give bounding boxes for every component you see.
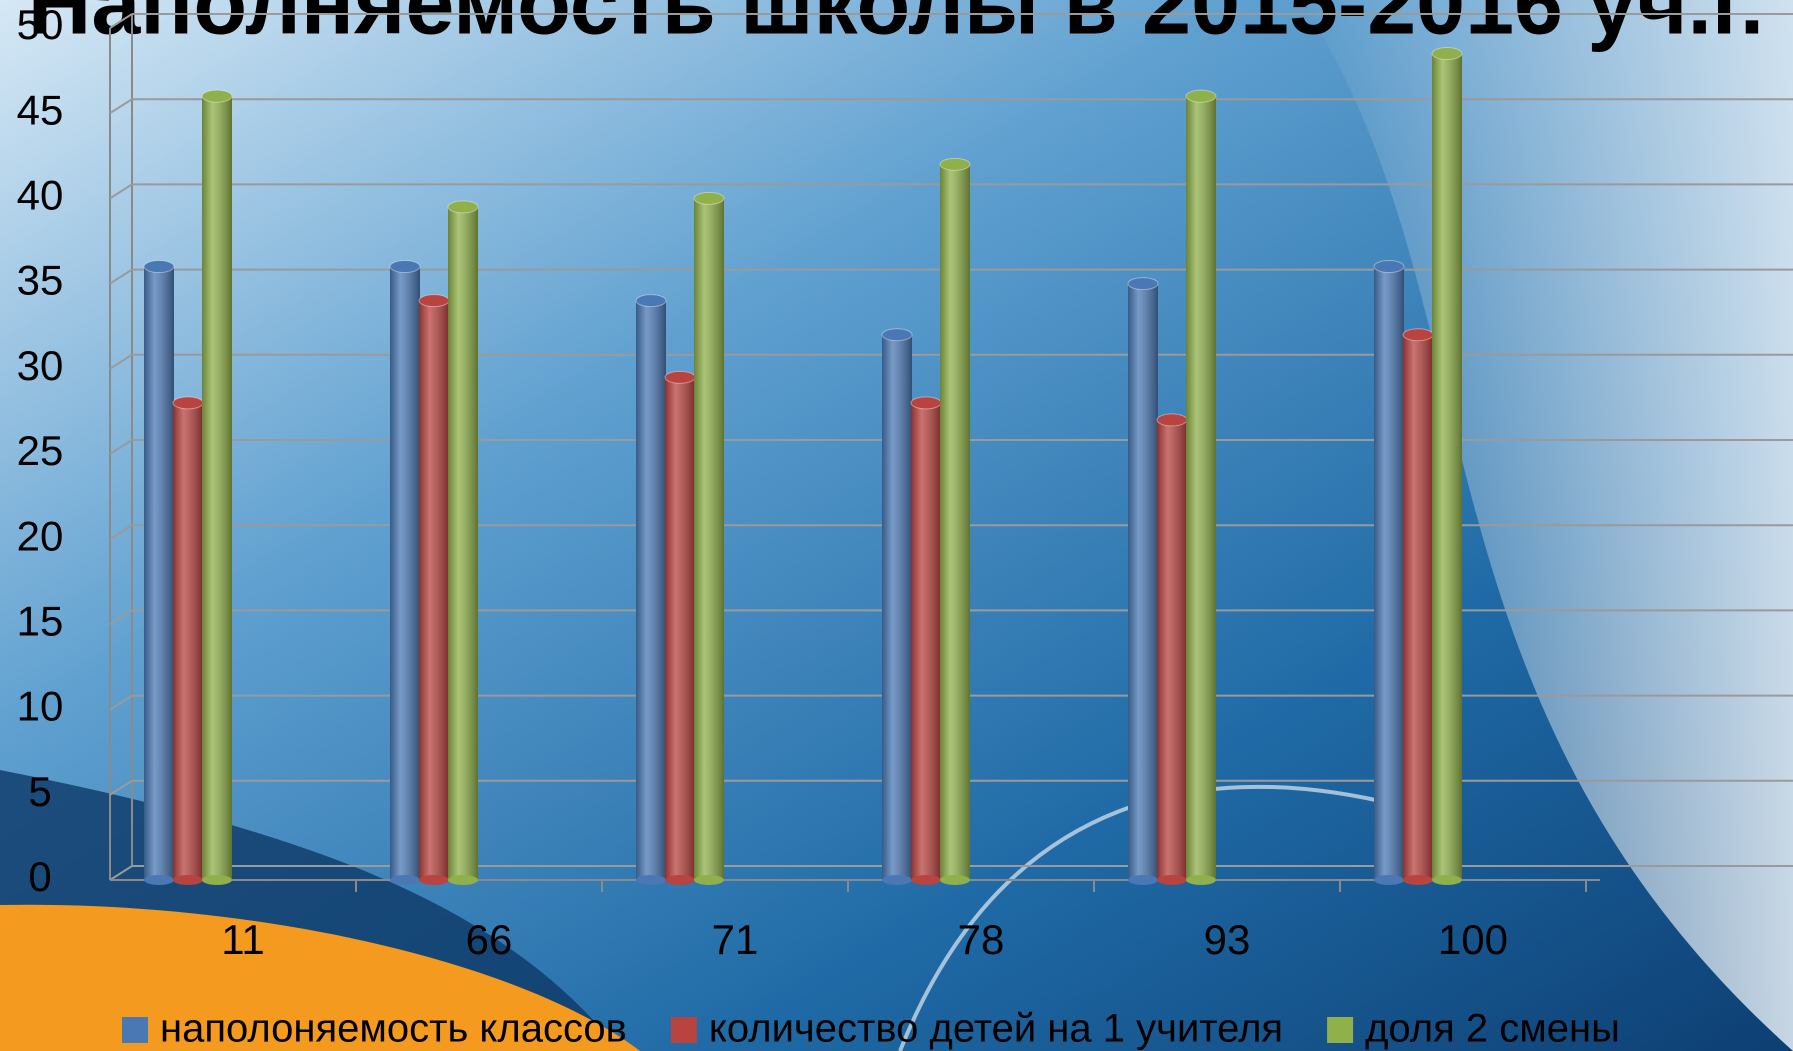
grid-depth	[109, 268, 133, 285]
grid-depth	[109, 439, 133, 455]
bar-base	[448, 875, 478, 885]
bar-shade	[1128, 283, 1158, 881]
y-tick-label: 40	[17, 171, 64, 218]
bar-cap	[693, 191, 725, 205]
bar-shade	[665, 377, 695, 880]
bar-shade	[419, 300, 449, 880]
x-tick-label: 93	[1204, 916, 1251, 963]
grid-depth	[109, 779, 133, 796]
plot-area: 0 5 10 15 20 25 30 35 40 45 50 11 66 71 78 93 100 наполон…	[17, 1, 1793, 1051]
bar-cap	[447, 200, 479, 214]
y-tick-label: 20	[17, 512, 64, 559]
grid-depth	[109, 353, 133, 370]
bar-shade	[1403, 334, 1433, 881]
bar-base	[940, 875, 970, 885]
grid-depth	[109, 183, 133, 200]
bar-base	[636, 875, 666, 885]
bar-cap	[1431, 47, 1463, 61]
bar-base	[1157, 875, 1187, 885]
bar-cap	[635, 294, 667, 308]
bar-base	[1128, 875, 1158, 885]
bar-cap	[1127, 277, 1159, 291]
y-tick-label: 25	[17, 427, 64, 474]
bar-base	[665, 875, 695, 885]
bar-base	[1403, 875, 1433, 885]
bar-cap	[1156, 413, 1188, 427]
y-tick-label: 50	[17, 1, 64, 48]
x-tick-label: 11	[221, 916, 265, 963]
bar-cap	[389, 260, 421, 274]
bar-base	[694, 875, 724, 885]
bar-shade	[390, 266, 420, 880]
bar-shade	[1432, 53, 1462, 881]
bar-cap	[1402, 328, 1434, 342]
x-tick-label: 78	[958, 916, 1005, 963]
bar-cap	[418, 294, 450, 308]
y-tick-label: 30	[17, 342, 64, 389]
bar-shade	[1374, 266, 1404, 880]
bar-base	[390, 875, 420, 885]
bar-shade	[636, 300, 666, 880]
y-tick-label: 10	[17, 683, 64, 730]
bar-base	[882, 875, 912, 885]
legend-swatch	[1327, 1017, 1354, 1043]
y-tick-label: 45	[17, 86, 64, 133]
bar-base	[1432, 875, 1462, 885]
legend-label: количество детей на 1 учителя	[709, 1007, 1283, 1051]
legend-swatch	[670, 1017, 697, 1043]
grid-depth	[109, 13, 133, 29]
bar-base	[1186, 875, 1216, 885]
legend-label: доля 2 смены	[1365, 1007, 1620, 1051]
bar-cap	[910, 396, 942, 410]
x-tick-label: 100	[1438, 916, 1508, 963]
legend-swatch	[122, 1017, 148, 1043]
grid-depth	[109, 98, 133, 115]
bar-shade	[694, 198, 724, 880]
bar-cap	[939, 157, 971, 171]
bar-base	[202, 875, 232, 885]
bar-base	[911, 875, 941, 885]
y-tick-label: 0	[28, 853, 51, 900]
bar-shade	[144, 266, 174, 880]
background-orange	[0, 904, 640, 1051]
bar-cap	[201, 89, 233, 103]
x-tick-label: 66	[466, 916, 513, 963]
bar-cap	[1185, 89, 1217, 103]
grid-depth	[109, 609, 133, 626]
bar-base	[144, 875, 174, 885]
y-tick-label: 5	[28, 768, 51, 815]
bar-shade	[882, 334, 912, 881]
bar-cap	[172, 396, 204, 410]
bar-cap	[881, 328, 913, 342]
x-tick-label: 71	[712, 916, 759, 963]
bar-cap	[143, 260, 175, 274]
bar-shade	[448, 206, 478, 881]
bar-shade	[202, 96, 232, 880]
bar-base	[173, 875, 203, 885]
bar-base	[1374, 875, 1404, 885]
bar-cap	[1373, 260, 1405, 274]
bar-shade	[173, 402, 203, 880]
legend-label: наполоняемость классов	[160, 1007, 627, 1051]
bar-shade	[1157, 419, 1187, 880]
y-tick-label: 15	[17, 597, 64, 644]
bar-shade	[940, 164, 970, 880]
chart-title: Наполняемость школы в 2015-2016 уч.г.	[28, 0, 1764, 52]
y-tick-label: 35	[17, 257, 64, 304]
bar-base	[419, 875, 449, 885]
bar-cap	[664, 370, 696, 384]
bar-shade	[911, 402, 941, 880]
grid-depth	[109, 694, 133, 711]
grid-depth	[109, 524, 133, 541]
bar-shade	[1186, 96, 1216, 880]
grid-depth	[109, 865, 133, 881]
background-curve	[898, 784, 1451, 1051]
